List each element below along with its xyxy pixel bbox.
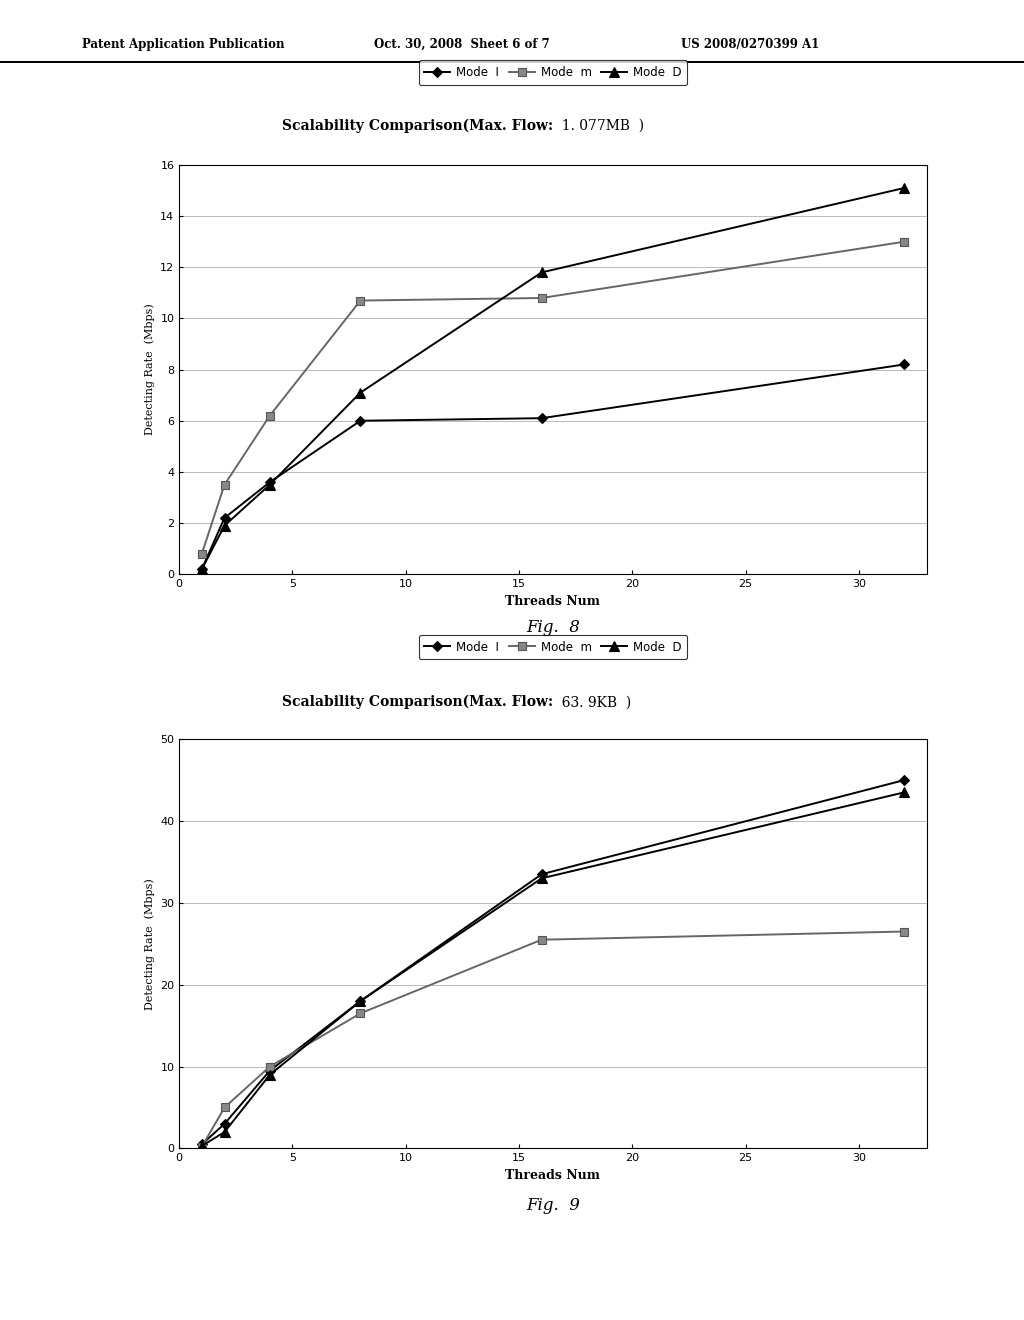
Text: US 2008/0270399 A1: US 2008/0270399 A1 [681, 37, 819, 50]
X-axis label: Threads Num: Threads Num [506, 1168, 600, 1181]
Text: Patent Application Publication: Patent Application Publication [82, 37, 285, 50]
Legend: Mode  I, Mode  m, Mode  D: Mode I, Mode m, Mode D [419, 61, 687, 86]
Legend: Mode  I, Mode  m, Mode  D: Mode I, Mode m, Mode D [419, 635, 687, 660]
Text: Scalability Comparison(Max. Flow:: Scalability Comparison(Max. Flow: [282, 119, 553, 132]
Text: 1. 077MB  ): 1. 077MB ) [553, 119, 644, 132]
Y-axis label: Detecting Rate  (Mbps): Detecting Rate (Mbps) [144, 304, 155, 436]
Text: Scalability Comparison(Max. Flow:: Scalability Comparison(Max. Flow: [282, 696, 553, 709]
Text: 63. 9KB  ): 63. 9KB ) [553, 696, 631, 709]
Text: Oct. 30, 2008  Sheet 6 of 7: Oct. 30, 2008 Sheet 6 of 7 [374, 37, 550, 50]
Text: Fig.  9: Fig. 9 [526, 1197, 580, 1213]
X-axis label: Threads Num: Threads Num [506, 594, 600, 607]
Text: Fig.  8: Fig. 8 [526, 619, 580, 635]
Y-axis label: Detecting Rate  (Mbps): Detecting Rate (Mbps) [144, 878, 155, 1010]
